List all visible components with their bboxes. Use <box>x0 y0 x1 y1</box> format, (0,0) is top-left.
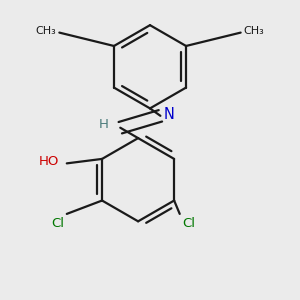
Text: H: H <box>99 118 109 131</box>
Text: HO: HO <box>39 155 59 168</box>
Text: CH₃: CH₃ <box>36 26 56 36</box>
Text: Cl: Cl <box>183 217 196 230</box>
Text: CH₃: CH₃ <box>244 26 264 36</box>
Text: N: N <box>164 107 175 122</box>
Text: Cl: Cl <box>51 217 64 230</box>
